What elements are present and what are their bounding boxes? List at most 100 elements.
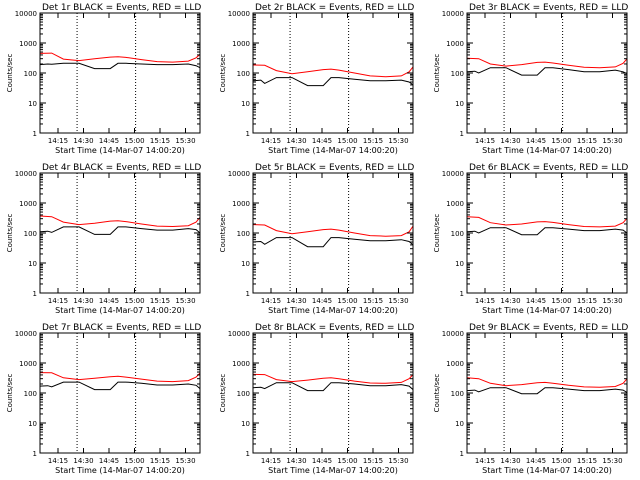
y-tick-label: 10000 bbox=[442, 330, 464, 338]
series-line-lld bbox=[253, 64, 413, 78]
x-tick-label: 15:00 bbox=[551, 457, 571, 465]
series-line-events bbox=[467, 227, 627, 236]
plot-frame bbox=[252, 12, 414, 134]
x-tick-label: 15:30 bbox=[388, 457, 408, 465]
series-line-lld bbox=[40, 372, 200, 383]
x-tick-label: 14:15 bbox=[261, 457, 281, 465]
y-tick-label: 10000 bbox=[228, 10, 250, 18]
y-tick-label: 10000 bbox=[442, 170, 464, 178]
x-tick-label: 14:45 bbox=[99, 457, 119, 465]
y-tick-label: 10 bbox=[28, 100, 37, 108]
x-tick-label: 15:30 bbox=[602, 137, 622, 145]
series-line-events bbox=[253, 382, 413, 392]
y-tick-label: 10000 bbox=[228, 170, 250, 178]
x-tick-label: 15:15 bbox=[150, 297, 170, 305]
x-tick-label: 15:15 bbox=[577, 297, 597, 305]
series-group bbox=[253, 224, 413, 248]
y-tick-label: 1 bbox=[460, 290, 464, 298]
y-tick-label: 100 bbox=[237, 70, 250, 78]
y-axis-label: Counts/sec bbox=[6, 54, 14, 93]
x-tick-label: 15:00 bbox=[551, 297, 571, 305]
series-group bbox=[253, 373, 413, 392]
y-tick-label: 100 bbox=[451, 230, 464, 238]
y-axis-label: Counts/sec bbox=[433, 54, 441, 93]
series-line-events bbox=[253, 77, 413, 87]
y-tick-label: 10000 bbox=[228, 330, 250, 338]
x-tick-label: 14:15 bbox=[475, 137, 495, 145]
series-group bbox=[467, 216, 627, 236]
y-tick-label: 1 bbox=[460, 450, 464, 458]
chart-title: Det 4r BLACK = Events, RED = LLD bbox=[42, 163, 201, 173]
y-tick-label: 10 bbox=[455, 100, 464, 108]
x-tick-label: 15:30 bbox=[175, 137, 195, 145]
y-tick-label: 1000 bbox=[19, 40, 37, 48]
x-tick-label: 14:45 bbox=[526, 457, 546, 465]
y-tick-label: 10000 bbox=[15, 10, 37, 18]
series-line-events bbox=[253, 237, 413, 248]
series-line-events bbox=[467, 387, 627, 395]
y-axis-label: Counts/sec bbox=[219, 214, 227, 253]
x-tick-label: 14:15 bbox=[48, 297, 68, 305]
x-tick-label: 15:15 bbox=[363, 137, 383, 145]
y-tick-label: 1 bbox=[246, 290, 250, 298]
x-tick-label: 15:30 bbox=[602, 297, 622, 305]
x-axis-label: Start Time (14-Mar-07 14:00:20) bbox=[482, 306, 612, 315]
y-tick-label: 10000 bbox=[15, 170, 37, 178]
x-tick-label: 15:00 bbox=[337, 137, 357, 145]
y-tick-label: 1000 bbox=[446, 40, 464, 48]
x-tick-label: 14:45 bbox=[99, 137, 119, 145]
series-line-events bbox=[40, 381, 200, 391]
x-tick-label: 14:45 bbox=[526, 137, 546, 145]
x-axis-label: Start Time (14-Mar-07 14:00:20) bbox=[268, 466, 398, 475]
x-tick-label: 14:45 bbox=[99, 297, 119, 305]
x-axis-label: Start Time (14-Mar-07 14:00:20) bbox=[482, 146, 612, 155]
y-tick-label: 1 bbox=[246, 130, 250, 138]
x-axis-label: Start Time (14-Mar-07 14:00:20) bbox=[55, 146, 185, 155]
x-tick-label: 14:30 bbox=[286, 457, 306, 465]
y-tick-label: 1000 bbox=[19, 360, 37, 368]
y-tick-label: 1000 bbox=[19, 200, 37, 208]
series-group bbox=[467, 377, 627, 395]
y-axis-label: Counts/sec bbox=[433, 374, 441, 413]
series-line-events bbox=[40, 62, 200, 70]
y-tick-label: 1 bbox=[33, 450, 37, 458]
y-tick-label: 1000 bbox=[232, 200, 250, 208]
x-tick-label: 14:45 bbox=[312, 137, 332, 145]
y-tick-label: 100 bbox=[24, 230, 37, 238]
x-tick-label: 15:00 bbox=[124, 137, 144, 145]
y-tick-label: 10 bbox=[241, 100, 250, 108]
x-tick-label: 14:30 bbox=[500, 457, 520, 465]
plot-frame bbox=[39, 332, 201, 454]
chart-title: Det 8r BLACK = Events, RED = LLD bbox=[255, 323, 414, 333]
series-group bbox=[40, 372, 200, 391]
x-tick-label: 15:30 bbox=[175, 457, 195, 465]
y-axis-label: Counts/sec bbox=[433, 214, 441, 253]
y-tick-label: 1 bbox=[33, 130, 37, 138]
series-line-lld bbox=[253, 224, 413, 237]
x-tick-label: 14:15 bbox=[261, 297, 281, 305]
y-axis-label: Counts/sec bbox=[6, 214, 14, 253]
x-tick-label: 15:15 bbox=[577, 137, 597, 145]
x-tick-label: 15:15 bbox=[363, 297, 383, 305]
x-axis-label: Start Time (14-Mar-07 14:00:20) bbox=[482, 466, 612, 475]
y-tick-label: 10 bbox=[241, 420, 250, 428]
x-tick-label: 15:30 bbox=[602, 457, 622, 465]
chart-panel-7: Det 7r BLACK = Events, RED = LLD 1 10 100 10… bbox=[6, 323, 201, 475]
plot-frame bbox=[39, 172, 201, 294]
series-group bbox=[40, 52, 200, 70]
plot-frame bbox=[252, 332, 414, 454]
chart-panel-3: Det 3r BLACK = Events, RED = LLD 1 10 100 10… bbox=[433, 3, 628, 155]
series-line-lld bbox=[467, 57, 627, 69]
y-tick-label: 1 bbox=[33, 290, 37, 298]
y-tick-label: 10 bbox=[241, 260, 250, 268]
x-tick-label: 14:30 bbox=[73, 137, 93, 145]
x-tick-label: 14:30 bbox=[500, 137, 520, 145]
x-tick-label: 14:15 bbox=[48, 457, 68, 465]
x-tick-label: 14:15 bbox=[475, 457, 495, 465]
y-axis-label: Counts/sec bbox=[219, 374, 227, 413]
x-tick-label: 15:00 bbox=[337, 297, 357, 305]
chart-title: Det 7r BLACK = Events, RED = LLD bbox=[42, 323, 201, 333]
plot-frame bbox=[252, 172, 414, 294]
chart-panel-2: Det 2r BLACK = Events, RED = LLD 1 10 100 10… bbox=[219, 3, 414, 155]
